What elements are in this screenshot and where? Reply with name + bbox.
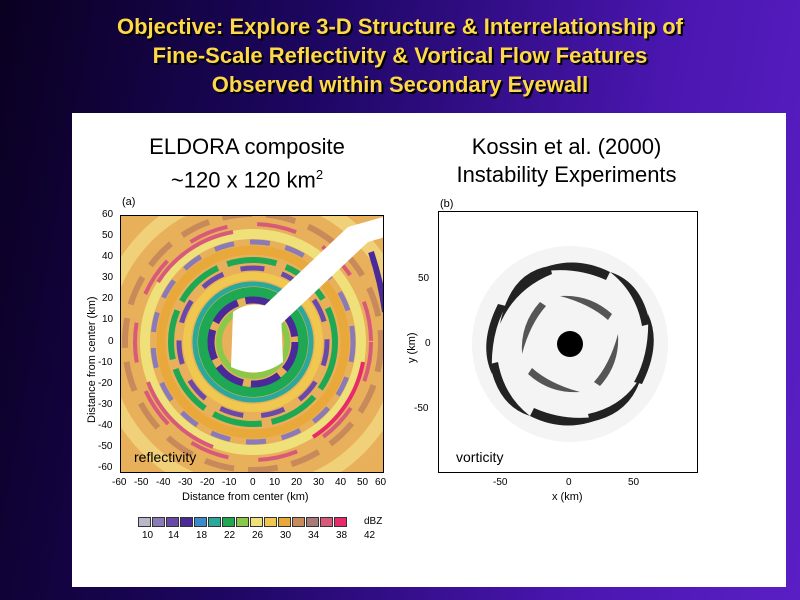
- colorbar-swatch: [194, 517, 207, 527]
- y-tick: 50: [102, 230, 114, 241]
- x-tick: 10: [269, 477, 281, 488]
- left-heading: ELDORA composite ~120 x 120 km2: [112, 133, 382, 194]
- reflectivity-label: reflectivity: [134, 449, 197, 465]
- title-line-1: Objective: Explore 3-D Structure & Inter…: [117, 14, 683, 39]
- x-tick: 30: [313, 477, 325, 488]
- colorbar-swatch: [208, 517, 221, 527]
- y-tick: 0: [425, 338, 431, 349]
- right-panel-label: (b): [440, 198, 454, 210]
- colorbar-tick: 18: [196, 530, 208, 541]
- x-tick: -10: [222, 477, 237, 488]
- colorbar-swatch: [278, 517, 291, 527]
- colorbar-swatch: [166, 517, 179, 527]
- y-tick: 30: [102, 272, 114, 283]
- x-tick: 20: [291, 477, 303, 488]
- colorbar-swatch: [236, 517, 249, 527]
- x-tick: -60: [112, 477, 127, 488]
- colorbar-swatch: [320, 517, 333, 527]
- left-panel-label: (a): [122, 196, 136, 208]
- y-tick: 60: [102, 209, 114, 220]
- left-x-axis-title: Distance from center (km): [182, 491, 309, 503]
- y-tick: -30: [98, 399, 113, 410]
- y-tick: -40: [98, 420, 113, 431]
- y-tick: 50: [418, 273, 430, 284]
- slide-title: Objective: Explore 3-D Structure & Inter…: [0, 12, 800, 99]
- y-tick: 40: [102, 251, 114, 262]
- colorbar-tick: 34: [308, 530, 320, 541]
- y-tick: -50: [414, 403, 429, 414]
- colorbar-swatch: [222, 517, 235, 527]
- colorbar-swatch: [264, 517, 277, 527]
- y-tick: 10: [102, 314, 114, 325]
- colorbar-swatch: [138, 517, 151, 527]
- x-tick: 0: [250, 477, 256, 488]
- x-tick: -40: [156, 477, 171, 488]
- colorbar-swatch: [334, 517, 347, 527]
- colorbar-swatch: [152, 517, 165, 527]
- colorbar-tick: 22: [224, 530, 236, 541]
- colorbar-tick: 26: [252, 530, 264, 541]
- colorbar-tick: 42: [364, 530, 376, 541]
- colorbar-swatch: [292, 517, 305, 527]
- right-heading: Kossin et al. (2000) Instability Experim…: [424, 133, 709, 189]
- left-y-axis-title: Distance from center (km): [86, 296, 98, 423]
- x-tick: 0: [566, 477, 572, 488]
- reflectivity-plot: [120, 215, 384, 473]
- x-tick: -50: [134, 477, 149, 488]
- y-tick: -10: [98, 357, 113, 368]
- x-tick: 50: [357, 477, 369, 488]
- colorbar-tick: 14: [168, 530, 180, 541]
- x-tick: 40: [335, 477, 347, 488]
- x-tick: -50: [493, 477, 508, 488]
- colorbar-swatch: [306, 517, 319, 527]
- y-tick: 20: [102, 293, 114, 304]
- right-heading-line-2: Instability Experiments: [456, 162, 677, 187]
- colorbar-tick: 38: [336, 530, 348, 541]
- right-heading-line-1: Kossin et al. (2000): [471, 134, 662, 159]
- title-line-3: Observed within Secondary Eyewall: [211, 72, 589, 97]
- colorbar-tick: 10: [142, 530, 154, 541]
- vorticity-label: vorticity: [456, 449, 504, 465]
- x-tick: 60: [375, 477, 387, 488]
- left-heading-line-2: ~120 x 120 km2: [170, 167, 324, 193]
- colorbar-tick: 30: [280, 530, 292, 541]
- vorticity-plot: [438, 211, 698, 473]
- y-tick: -60: [98, 462, 113, 473]
- x-tick: -30: [178, 477, 193, 488]
- colorbar-swatch: [250, 517, 263, 527]
- colorbar-unit: dBZ: [364, 516, 383, 527]
- content-panel: ELDORA composite ~120 x 120 km2 Kossin e…: [72, 113, 786, 587]
- y-tick: -20: [98, 378, 113, 389]
- dbz-colorbar: [138, 517, 348, 527]
- left-heading-line-1: ELDORA composite: [149, 134, 345, 159]
- colorbar-swatch: [180, 517, 193, 527]
- right-x-axis-title: x (km): [552, 491, 583, 503]
- x-tick: -20: [200, 477, 215, 488]
- right-y-axis-title: y (km): [406, 332, 418, 363]
- y-tick: -50: [98, 441, 113, 452]
- x-tick: 50: [628, 477, 640, 488]
- title-line-2: Fine-Scale Reflectivity & Vortical Flow …: [152, 43, 648, 68]
- y-tick: 0: [108, 336, 114, 347]
